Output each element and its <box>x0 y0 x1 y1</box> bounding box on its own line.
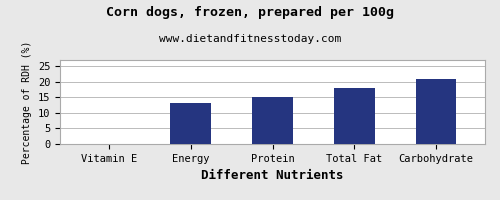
Text: Corn dogs, frozen, prepared per 100g: Corn dogs, frozen, prepared per 100g <box>106 6 394 19</box>
Bar <box>170 103 211 144</box>
Bar <box>252 97 293 144</box>
Bar <box>334 88 374 144</box>
Text: www.dietandfitnesstoday.com: www.dietandfitnesstoday.com <box>159 34 341 44</box>
Bar <box>416 79 457 144</box>
X-axis label: Different Nutrients: Different Nutrients <box>201 169 344 182</box>
Y-axis label: Percentage of RDH (%): Percentage of RDH (%) <box>22 40 32 164</box>
